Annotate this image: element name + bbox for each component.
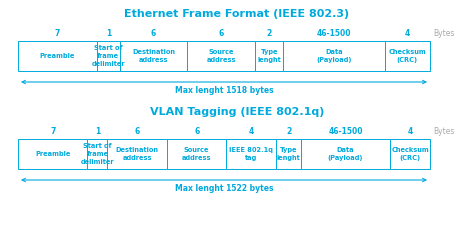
Bar: [97, 41, 119, 71]
Text: Checksum
(CRC): Checksum (CRC): [389, 49, 426, 63]
Text: 6: 6: [151, 29, 156, 39]
Text: 1: 1: [95, 127, 100, 137]
Text: Destination
address: Destination address: [116, 147, 159, 161]
Bar: [390, 139, 430, 169]
Text: Type
lenght: Type lenght: [277, 147, 301, 161]
Bar: [187, 41, 255, 71]
Bar: [119, 41, 187, 71]
Bar: [18, 139, 88, 169]
Bar: [301, 139, 390, 169]
Text: Bytes: Bytes: [433, 127, 455, 137]
Text: 6: 6: [219, 29, 224, 39]
Text: 2: 2: [266, 29, 272, 39]
Text: IEEE 802.1q
tag: IEEE 802.1q tag: [229, 147, 273, 161]
Text: Start of
frame
delimiter: Start of frame delimiter: [91, 45, 125, 66]
Text: Data
(Payload): Data (Payload): [328, 147, 364, 161]
Text: Source
address: Source address: [182, 147, 211, 161]
Text: 46-1500: 46-1500: [317, 29, 351, 39]
Bar: [107, 139, 167, 169]
Text: 4: 4: [408, 127, 413, 137]
Bar: [18, 41, 97, 71]
Text: 46-1500: 46-1500: [328, 127, 363, 137]
Text: Bytes: Bytes: [433, 29, 455, 39]
Bar: [167, 139, 227, 169]
Text: 7: 7: [50, 127, 55, 137]
Text: 2: 2: [286, 127, 291, 137]
Text: Source
address: Source address: [207, 49, 236, 63]
Text: 4: 4: [249, 127, 254, 137]
Text: Max lenght 1522 bytes: Max lenght 1522 bytes: [175, 184, 273, 193]
Text: Preamble: Preamble: [40, 53, 75, 59]
Text: 6: 6: [194, 127, 200, 137]
Text: 6: 6: [135, 127, 140, 137]
Bar: [276, 139, 301, 169]
Text: Type
lenght: Type lenght: [257, 49, 281, 63]
Text: VLAN Tagging (IEEE 802.1q): VLAN Tagging (IEEE 802.1q): [150, 107, 324, 117]
Text: Destination
address: Destination address: [132, 49, 175, 63]
Text: Max lenght 1518 bytes: Max lenght 1518 bytes: [175, 86, 273, 95]
Text: Data
(Payload): Data (Payload): [316, 49, 352, 63]
Text: 1: 1: [106, 29, 111, 39]
Bar: [255, 41, 283, 71]
Text: Checksum
(CRC): Checksum (CRC): [391, 147, 429, 161]
Text: 7: 7: [55, 29, 60, 39]
Bar: [227, 139, 276, 169]
Bar: [385, 41, 430, 71]
Text: Ethernet Frame Format (IEEE 802.3): Ethernet Frame Format (IEEE 802.3): [125, 9, 349, 19]
Text: 4: 4: [405, 29, 410, 39]
Bar: [88, 139, 107, 169]
Text: Preamble: Preamble: [35, 151, 71, 157]
Text: Start of
frame
delimiter: Start of frame delimiter: [81, 144, 114, 165]
Bar: [283, 41, 385, 71]
